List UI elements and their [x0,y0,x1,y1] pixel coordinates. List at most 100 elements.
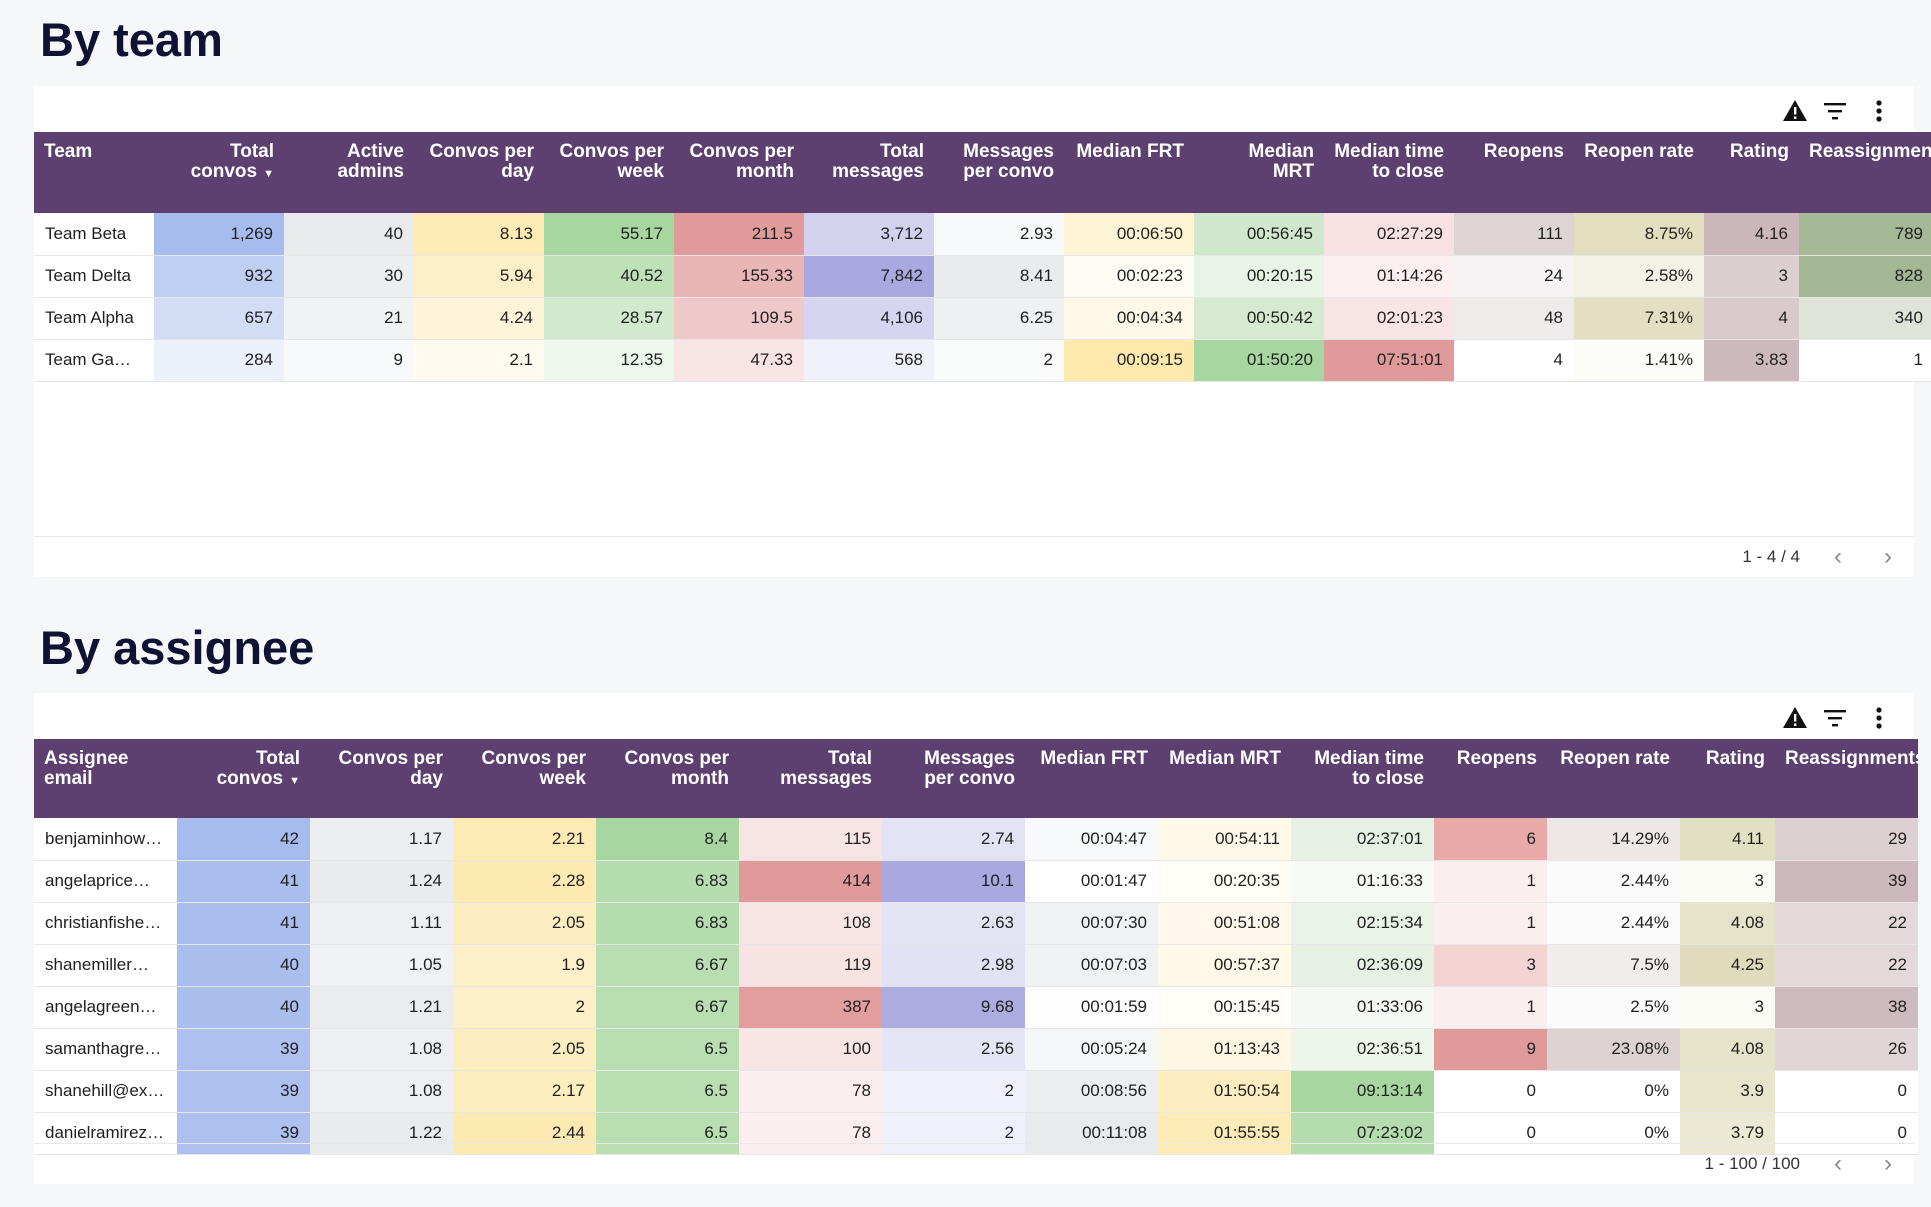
table-cell: 2 [882,1070,1025,1113]
column-header[interactable]: Assignee email [34,739,177,818]
table-row[interactable]: Team Alpha 657 21 4.24 28.57 109.5 4,106 6.25 00… [34,297,1931,340]
table-row[interactable]: benjaminhow… 42 1.17 2.21 8.4 115 2.74 00:04:47… [34,818,1918,861]
table-cell: 00:04:47 [1025,818,1158,861]
column-header[interactable]: Reassignments [1775,739,1918,818]
table-row[interactable]: angelaprice@… 41 1.24 2.28 6.83 414 10.1 00:01:… [34,860,1918,903]
column-header[interactable]: Team [34,132,154,213]
column-header[interactable]: Reassignments [1799,132,1931,213]
column-header[interactable]: Reopen rate [1574,132,1704,213]
column-header[interactable]: Convos per week [544,132,674,213]
chevron-left-icon[interactable]: ‹ [1834,543,1842,570]
table-cell: 2.74 [882,818,1025,861]
column-header[interactable]: Reopens [1454,132,1574,213]
table-row[interactable]: Team Delta 932 30 5.94 40.52 155.33 7,842 8.41 0… [34,255,1931,298]
table-cell: 02:36:51 [1291,1028,1434,1071]
table-cell: 2.1 [414,339,544,382]
table-cell: 1 [1799,339,1931,382]
column-header[interactable]: Reopen rate [1547,739,1680,818]
table-cell: 1.08 [310,1070,453,1113]
more-vert-icon[interactable] [1864,96,1894,126]
assignee-table-card: Assignee email Total convos ▼ Convos per da… [34,693,1918,1184]
column-header[interactable]: Median FRT [1025,739,1158,818]
table-cell: 2.5% [1547,986,1680,1029]
table-cell: 3 [1434,944,1547,987]
table-cell: 78 [739,1070,882,1113]
column-header[interactable]: Total messages [804,132,934,213]
table-cell: 1.08 [310,1028,453,1071]
table-cell: 3 [1704,255,1799,298]
column-header[interactable]: Total messages [739,739,882,818]
table-row[interactable]: shanemiller@… 40 1.05 1.9 6.67 119 2.98 00:07:0… [34,944,1918,987]
table-cell: 6 [1434,818,1547,861]
table-cell: 55.17 [544,213,674,256]
table-cell: 00:51:08 [1158,902,1291,945]
table-cell: 119 [739,944,882,987]
chevron-left-icon[interactable]: ‹ [1834,1150,1842,1177]
warning-icon[interactable] [1780,96,1810,126]
column-header-label: Median FRT [1076,141,1184,162]
table-cell: 39 [177,1028,310,1071]
table-cell: 39 [177,1112,310,1155]
column-header[interactable]: Median time to close [1324,132,1454,213]
column-header[interactable]: Total convos ▼ [154,132,284,213]
table-cell: 1.11 [310,902,453,945]
table-cell: 22 [1775,902,1918,945]
column-header[interactable]: Convos per month [674,132,804,213]
column-header[interactable]: Rating [1680,739,1775,818]
table-cell: 1 [1434,986,1547,1029]
table-cell: 1.21 [310,986,453,1029]
column-header[interactable]: Convos per day [310,739,453,818]
table-cell: 07:51:01 [1324,339,1454,382]
table-row[interactable]: Team Gam… 284 9 2.1 12.35 47.33 568 2 00:09:15 01… [34,339,1931,382]
table-row[interactable]: shanehill@ex… 39 1.08 2.17 6.5 78 2 00:08:56 01:… [34,1070,1918,1113]
filter-icon[interactable] [1820,703,1850,733]
table-row[interactable]: samanthagre… 39 1.08 2.05 6.5 100 2.56 00:05:24… [34,1028,1918,1071]
column-header[interactable]: Total convos ▼ [177,739,310,818]
table-row[interactable]: Team Beta 1,269 40 8.13 55.17 211.5 3,712 2.93 0… [34,213,1931,256]
chevron-right-icon[interactable]: › [1884,543,1892,570]
table-cell: 1.17 [310,818,453,861]
column-header[interactable]: Reopens [1434,739,1547,818]
warning-icon[interactable] [1780,703,1810,733]
column-header[interactable]: Convos per month [596,739,739,818]
table-row[interactable]: angelagreen… 40 1.21 2 6.67 387 9.68 00:01:59 00… [34,986,1918,1029]
table-cell: 3,712 [804,213,934,256]
table-cell: 2.17 [453,1070,596,1113]
table-cell: 0 [1775,1070,1918,1113]
table-cell: 00:07:30 [1025,902,1158,945]
table-cell: 2.44 [453,1112,596,1155]
table-cell: 39 [177,1070,310,1113]
table-cell: 1 [1434,902,1547,945]
row-label-cell: shanehill@ex… [34,1070,177,1113]
column-header-label: Assignee email [44,748,129,789]
column-header[interactable]: Messages per convo [882,739,1025,818]
caret-down-icon[interactable]: ▼ [263,168,274,180]
column-header[interactable]: Rating [1704,132,1799,213]
table-cell: 47.33 [674,339,804,382]
column-header[interactable]: Convos per day [414,132,544,213]
column-header[interactable]: Active admins [284,132,414,213]
pagination-range: 1 - 4 / 4 [1742,547,1800,566]
table-cell: 01:50:54 [1158,1070,1291,1113]
table-cell: 9 [284,339,414,382]
column-header[interactable]: Median MRT [1158,739,1291,818]
table-cell: 00:01:47 [1025,860,1158,903]
table-row[interactable]: danielramirez… 39 1.22 2.44 6.5 78 2 00:11:08 01… [34,1112,1918,1155]
column-header-label: Median time to close [1334,141,1444,182]
more-vert-icon[interactable] [1864,703,1894,733]
table-cell: 3 [1680,860,1775,903]
column-header-label: Convos per month [689,141,794,182]
table-row[interactable]: christianfishe… 41 1.11 2.05 6.83 108 2.63 00:0… [34,902,1918,945]
table-cell: 2.05 [453,1028,596,1071]
column-header[interactable]: Median FRT [1064,132,1194,213]
caret-down-icon[interactable]: ▼ [289,775,300,787]
column-header[interactable]: Convos per week [453,739,596,818]
column-header[interactable]: Messages per convo [934,132,1064,213]
chevron-right-icon[interactable]: › [1884,1150,1892,1177]
column-header[interactable]: Median time to close [1291,739,1434,818]
column-header[interactable]: Median MRT [1194,132,1324,213]
column-header-label: Convos per day [338,748,443,789]
table-cell: 02:36:09 [1291,944,1434,987]
column-header-label: Reopen rate [1560,748,1670,769]
filter-icon[interactable] [1820,96,1850,126]
